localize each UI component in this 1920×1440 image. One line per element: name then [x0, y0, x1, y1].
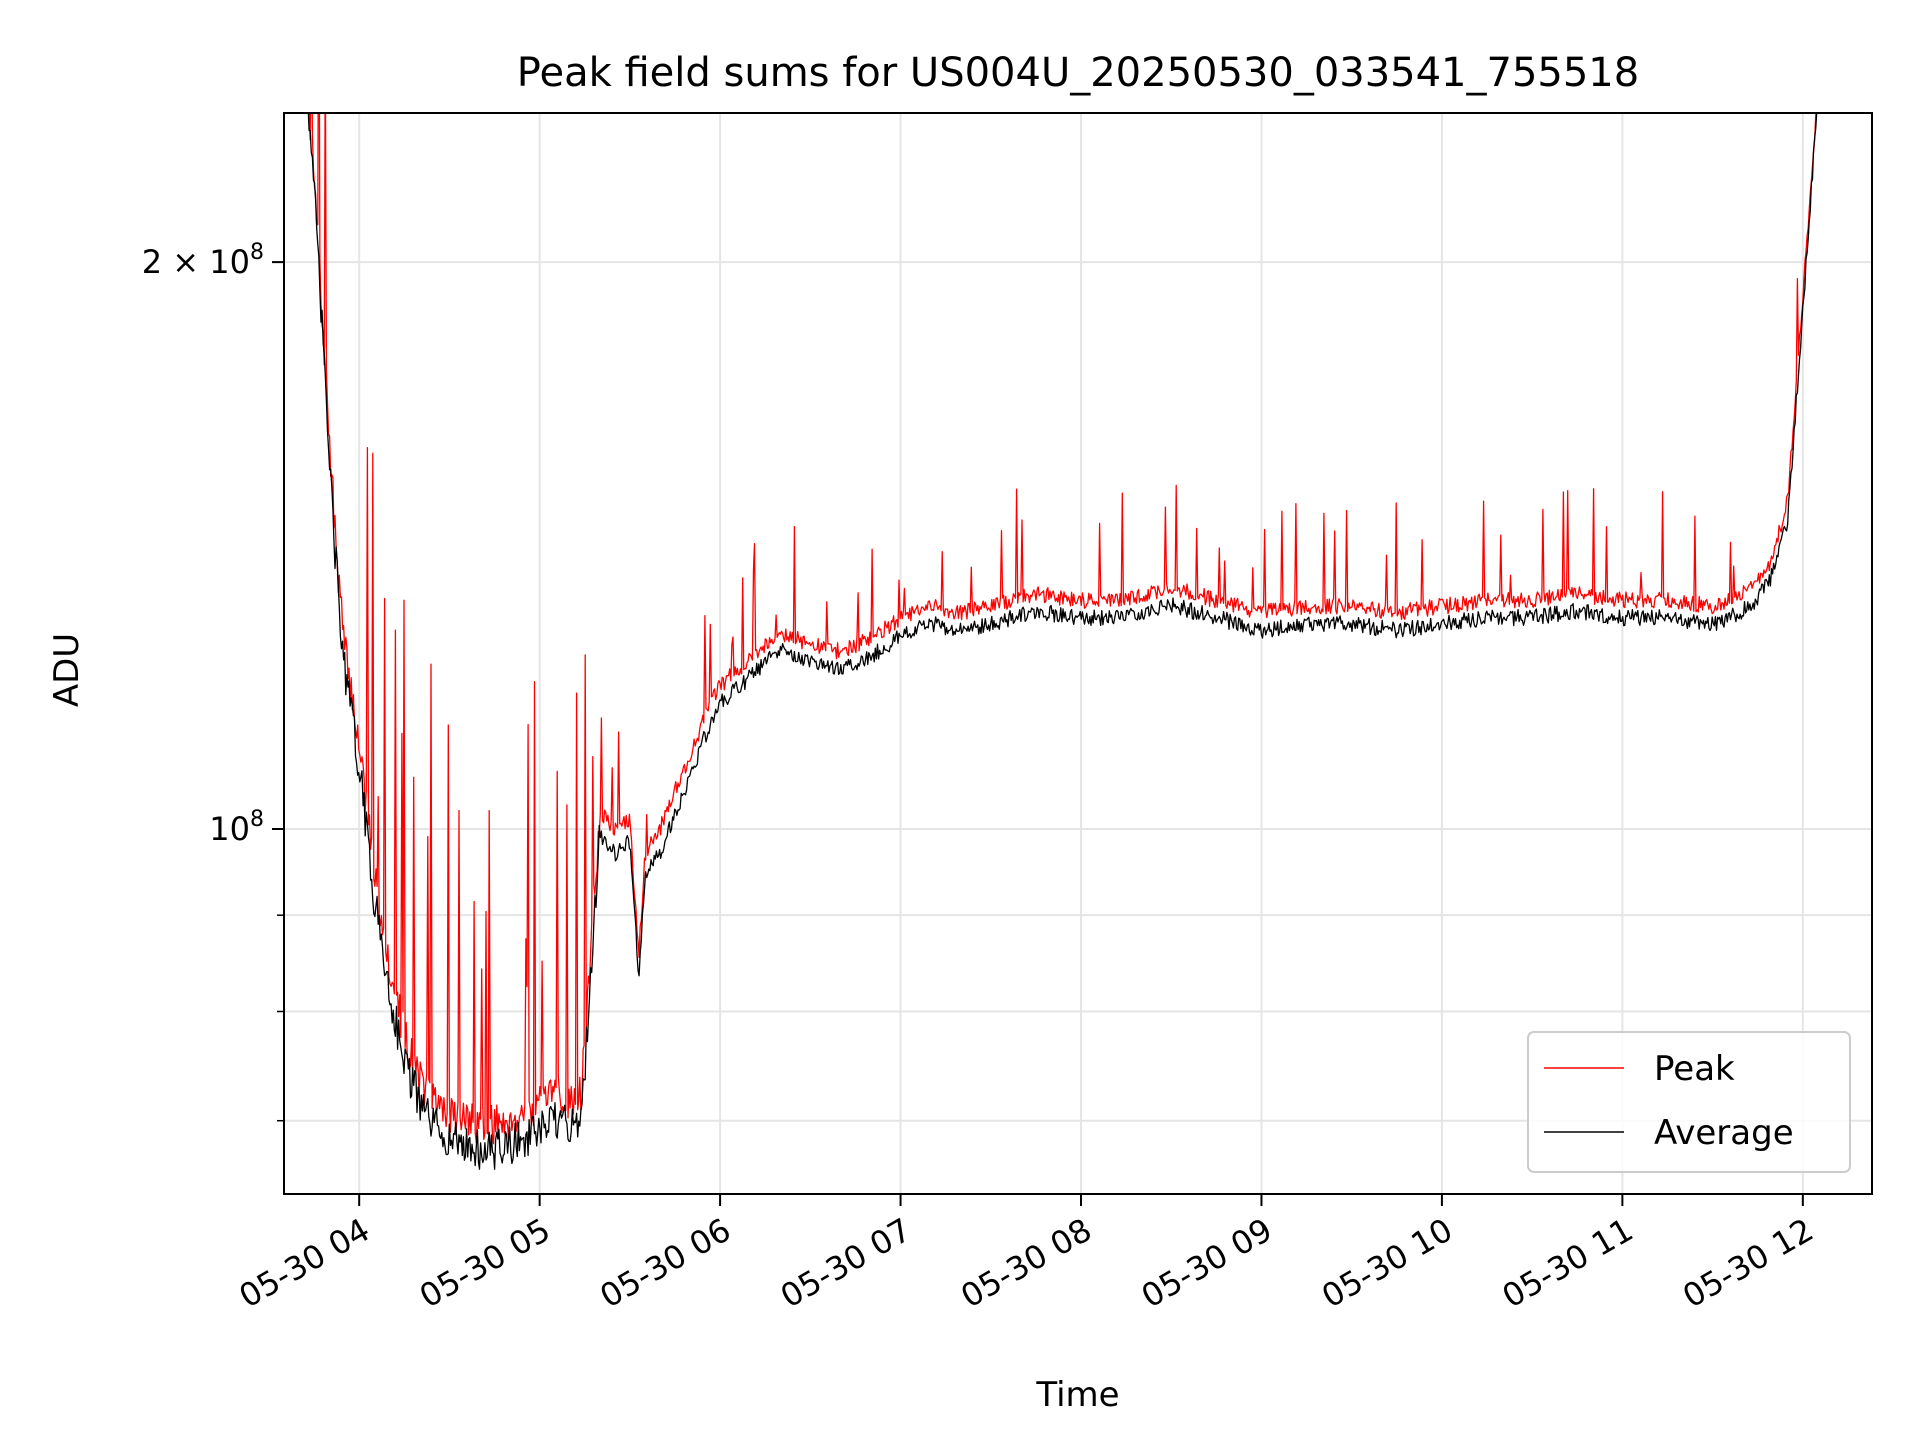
y-tick-label: 2 × 108 [142, 240, 264, 281]
series-line-average [307, 113, 1818, 1170]
series-group [307, 113, 1818, 1170]
y-axis-label: ADU [47, 633, 87, 707]
series-line-peak [308, 113, 1817, 1145]
legend-label-peak: Peak [1654, 1049, 1735, 1089]
legend: Peak Average [1527, 1031, 1851, 1173]
legend-box [1527, 1031, 1851, 1173]
legend-label-average: Average [1654, 1113, 1794, 1153]
chart-title: Peak field sums for US004U_20250530_0335… [517, 50, 1639, 96]
x-axis-label: Time [1035, 1375, 1119, 1415]
y-tick-label: 108 [209, 807, 264, 848]
plot-frame [283, 112, 1873, 1195]
y-axis: 108 2 × 108 [142, 240, 284, 1122]
